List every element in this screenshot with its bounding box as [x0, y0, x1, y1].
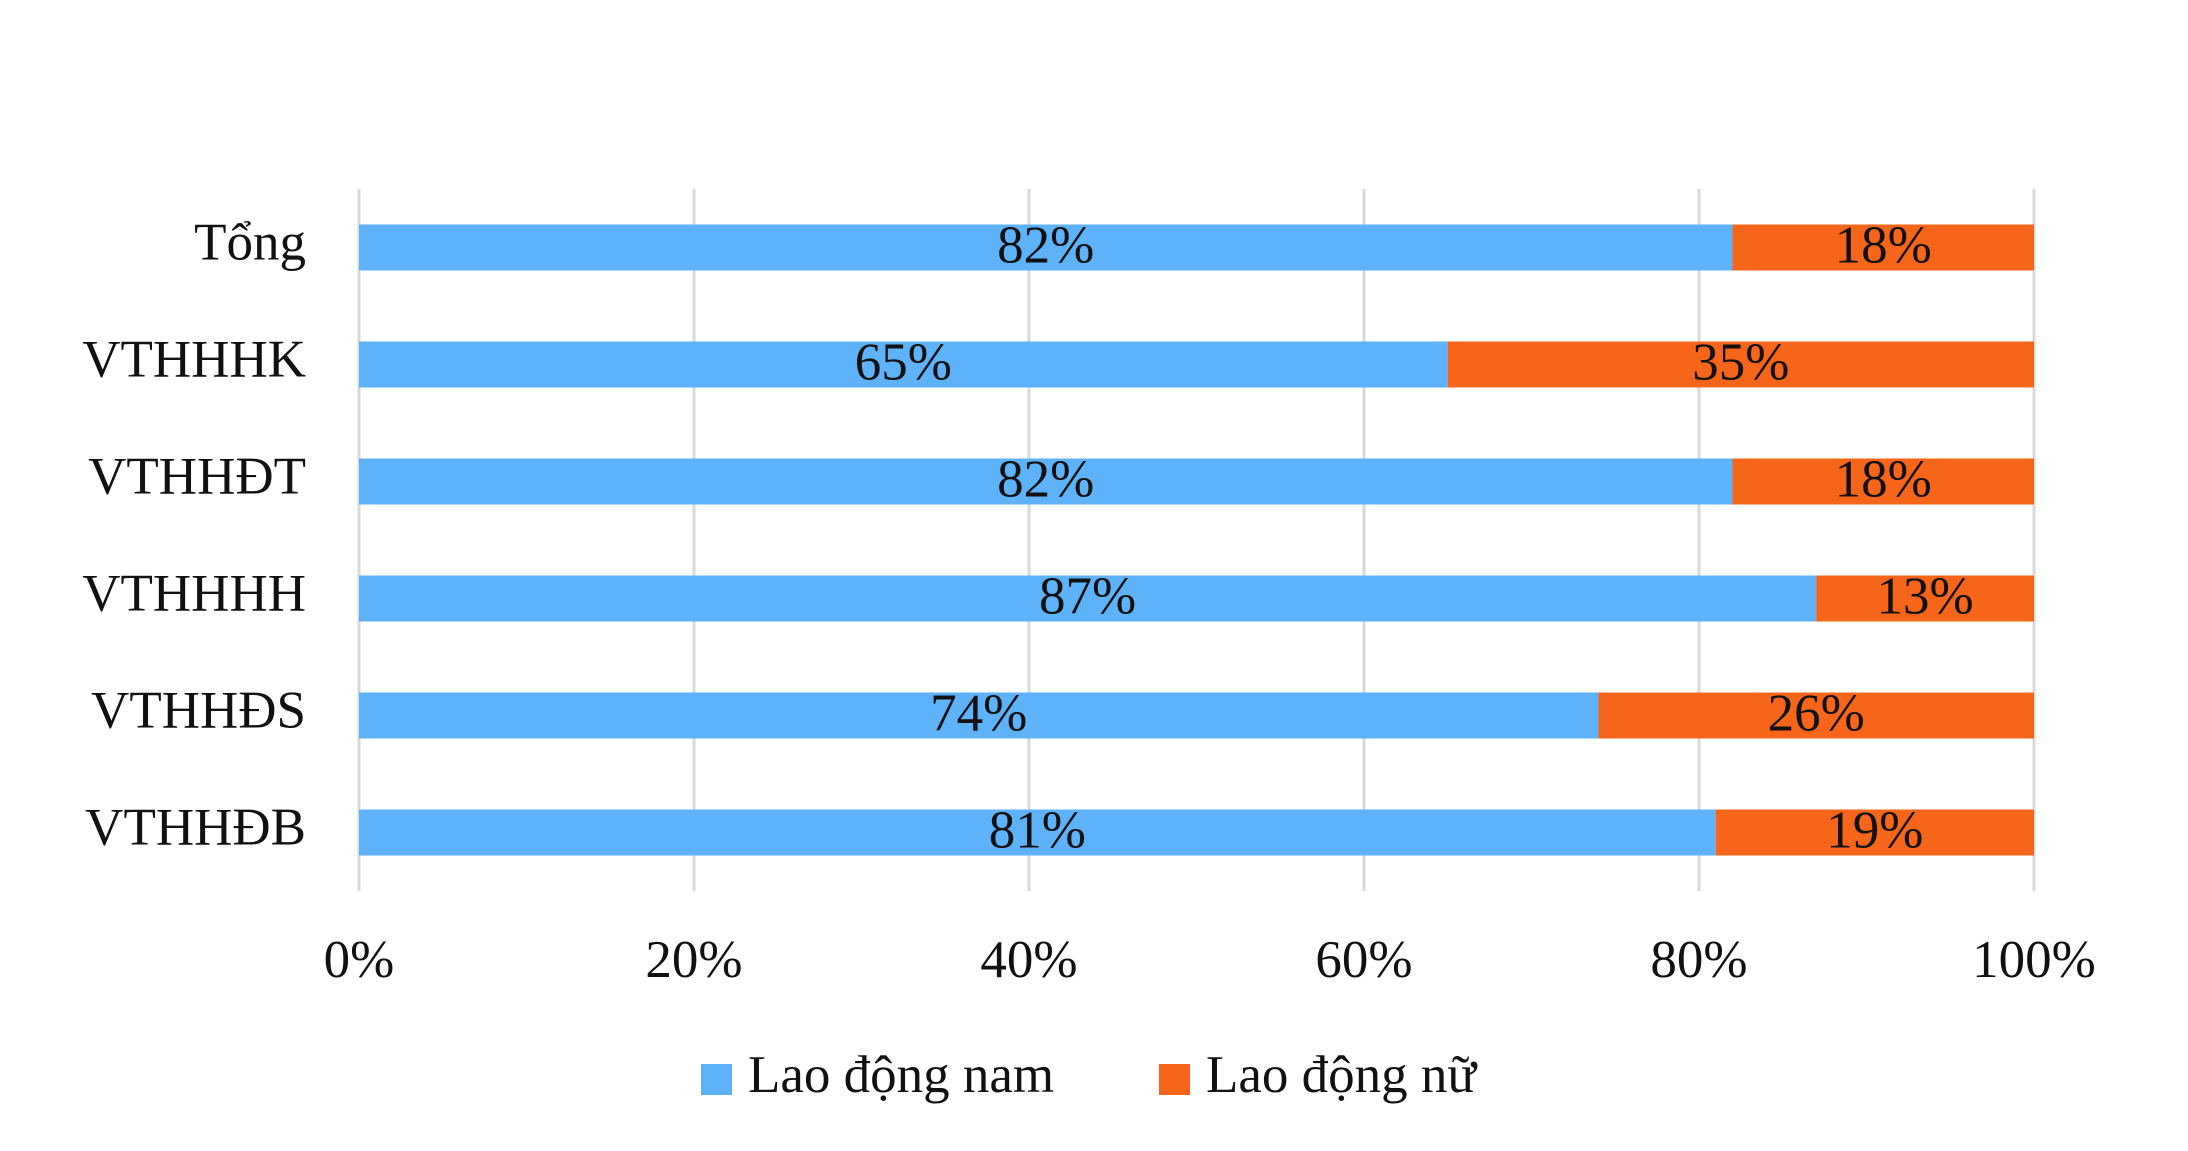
x-tick-label: 100% [1972, 931, 2096, 989]
bar-segment [359, 458, 1733, 505]
y-tick-label: VTHHHH [82, 565, 306, 623]
bar-segment [1816, 575, 2034, 622]
data-label: 18% [1835, 217, 1932, 275]
bar-segment [1598, 692, 2034, 739]
x-tick-label: 80% [1650, 931, 1747, 989]
data-label: 81% [989, 802, 1086, 860]
bar-segment [1715, 809, 2034, 856]
data-label: 26% [1768, 685, 1865, 743]
legend-label: Lao động nam [748, 1046, 1054, 1104]
y-tick-label: VTHHĐS [91, 682, 306, 740]
legend-swatch [1159, 1064, 1190, 1095]
data-label: 35% [1692, 334, 1789, 392]
legend-swatch [701, 1064, 732, 1095]
data-label: 82% [997, 217, 1094, 275]
y-tick-label: VTHHĐB [85, 799, 306, 857]
bar-segment [1732, 224, 2034, 271]
bar-segment [359, 341, 1448, 388]
y-tick-label: Tổng [194, 214, 306, 272]
data-label: 65% [855, 334, 952, 392]
y-tick-label: VTHHĐT [88, 448, 306, 506]
bar-segment [1732, 458, 2034, 505]
bar-segment [359, 575, 1817, 622]
y-tick-label: VTHHHK [82, 331, 306, 389]
bar-segment [1447, 341, 2034, 388]
legend-label: Lao động nữ [1206, 1046, 1478, 1104]
data-label: 18% [1835, 451, 1932, 509]
data-label: 82% [997, 451, 1094, 509]
data-label: 19% [1826, 802, 1923, 860]
data-label: 74% [930, 685, 1027, 743]
x-tick-label: 40% [980, 931, 1077, 989]
data-label: 87% [1039, 568, 1136, 626]
x-tick-label: 0% [324, 931, 395, 989]
x-tick-label: 20% [645, 931, 742, 989]
bar-segment [359, 224, 1733, 271]
bar-segment [359, 809, 1716, 856]
bar-segment [359, 692, 1599, 739]
x-tick-label: 60% [1315, 931, 1412, 989]
data-label: 13% [1877, 568, 1974, 626]
